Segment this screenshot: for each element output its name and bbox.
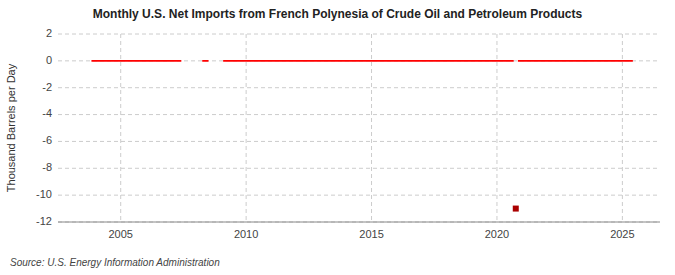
y-tick-label: -10 <box>36 188 52 200</box>
ticks: 2 0 -2 -4 -6 -8 -10 -12 2005 2010 2015 2020 2025 <box>36 27 635 240</box>
x-grid-line <box>622 34 623 222</box>
x-tick-label: 2010 <box>234 228 258 240</box>
y-grid-line <box>58 34 660 35</box>
chart: 2 0 -2 -4 -6 -8 -10 -12 2005 2010 2015 2020 2025 Mont… <box>0 0 675 275</box>
x-tick-label: 2020 <box>485 228 509 240</box>
y-tick-label: -6 <box>42 134 52 146</box>
grid <box>58 34 660 222</box>
x-tick-label: 2025 <box>610 228 634 240</box>
y-tick-label: 2 <box>46 27 52 39</box>
y-grid-line <box>58 195 660 196</box>
y-axis-label: Thousand Barrels per Day <box>5 63 17 192</box>
x-axis-line <box>58 222 660 223</box>
y-grid-line <box>58 141 660 142</box>
y-grid-line <box>58 60 660 61</box>
y-grid-line <box>58 168 660 169</box>
x-tick-label: 2015 <box>359 228 383 240</box>
x-grid-line <box>496 34 497 222</box>
title: Monthly U.S. Net Imports from French Pol… <box>93 7 583 21</box>
series-line <box>91 60 632 62</box>
y-tick-label: -8 <box>42 161 52 173</box>
y-tick-label: -4 <box>42 107 52 119</box>
x-grid-line <box>120 34 121 222</box>
y-tick-label: 0 <box>46 54 52 66</box>
y-grid-line <box>58 222 660 223</box>
x-tick-label: 2005 <box>108 228 132 240</box>
source-note: Source: U.S. Energy Information Administ… <box>10 257 220 268</box>
y-grid-line <box>58 87 660 88</box>
data-point <box>513 206 519 212</box>
y-tick-label: -2 <box>42 81 52 93</box>
plot-area <box>91 61 632 212</box>
x-grid-line <box>371 34 372 222</box>
x-grid-line <box>246 34 247 222</box>
y-grid-line <box>58 114 660 115</box>
y-tick-label: -12 <box>36 215 52 227</box>
